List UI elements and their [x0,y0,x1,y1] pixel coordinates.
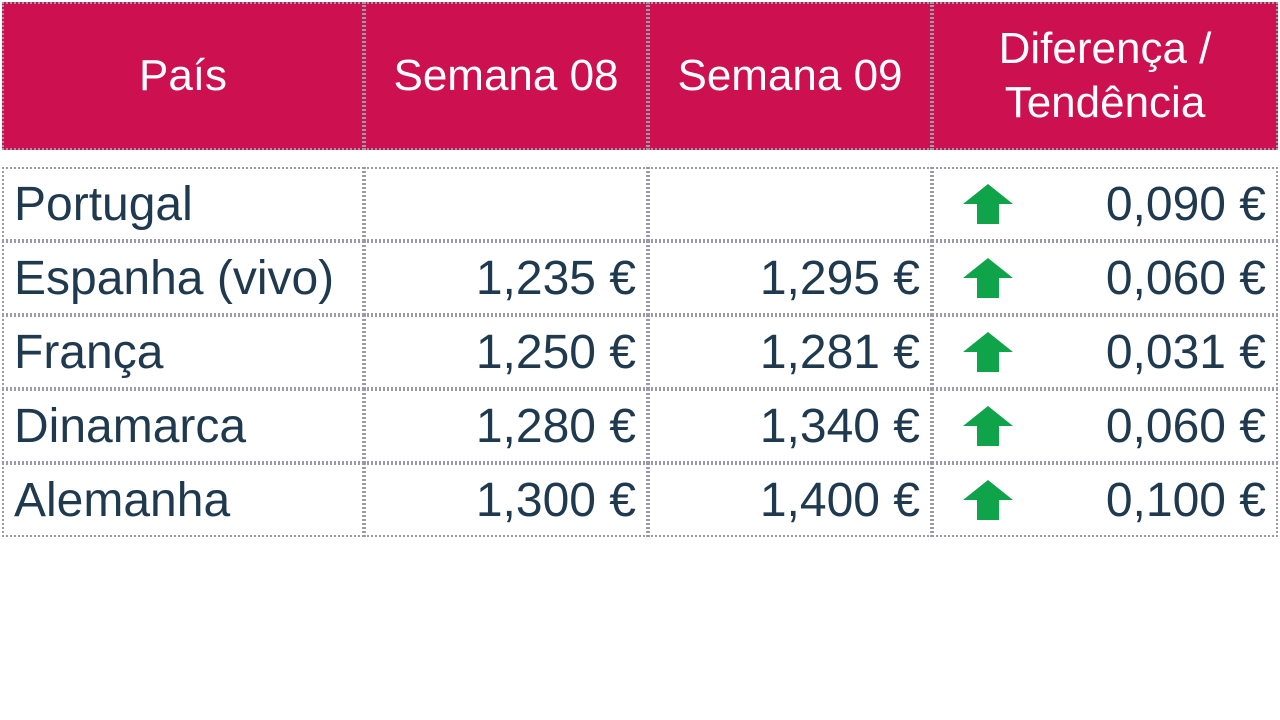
up-arrow-icon [962,331,1014,373]
price-table: Portugal 0,090 € Espanha (vivo) 1,235 €1,29… [2,167,1278,537]
week-08-price-cell: 1,235 € [364,241,648,315]
header-row: País Semana 08 Semana 09 Diferença / Ten… [2,2,1278,150]
country-cell: Portugal [2,167,364,241]
difference-content: 0,100 € [944,473,1266,528]
difference-content: 0,090 € [944,177,1266,232]
up-arrow-icon [962,183,1014,225]
difference-content: 0,060 € [944,399,1266,454]
week-09-price-cell: 1,281 € [648,315,932,389]
country-cell: Dinamarca [2,389,364,463]
week-08-price-cell: 1,250 € [364,315,648,389]
country-cell: Espanha (vivo) [2,241,364,315]
week-08-price-cell: 1,300 € [364,463,648,537]
difference-value: 0,090 € [1105,177,1266,231]
difference-cell: 0,090 € [932,167,1278,241]
up-arrow-icon [962,257,1014,299]
difference-content: 0,060 € [944,251,1266,306]
difference-cell: 0,100 € [932,463,1278,537]
table-row: Portugal 0,090 € [2,167,1278,241]
header-trend-label: Tendência [1004,78,1206,127]
country-cell: França [2,315,364,389]
up-arrow-icon [962,405,1014,447]
difference-value: 0,060 € [1105,251,1266,305]
difference-value: 0,100 € [1105,473,1266,527]
header-week-08: Semana 08 [364,2,648,150]
header-week-09: Semana 09 [648,2,932,150]
difference-cell: 0,031 € [932,315,1278,389]
week-09-price-cell: 1,340 € [648,389,932,463]
week-08-price-cell [364,167,648,241]
week-09-price-cell: 1,400 € [648,463,932,537]
difference-value: 0,031 € [1105,325,1266,379]
header-difference-trend: Diferença / Tendência [932,2,1278,150]
header-difference-label: Diferença / [998,24,1212,73]
week-09-price-cell: 1,295 € [648,241,932,315]
difference-content: 0,031 € [944,325,1266,380]
up-arrow-icon [962,479,1014,521]
week-08-price-cell: 1,280 € [364,389,648,463]
difference-cell: 0,060 € [932,241,1278,315]
header-country: País [2,2,364,150]
table-row: Alemanha 1,300 €1,400 € 0,100 € [2,463,1278,537]
table-row: França 1,250 €1,281 € 0,031 € [2,315,1278,389]
table-row: Espanha (vivo) 1,235 €1,295 € 0,060 € [2,241,1278,315]
difference-cell: 0,060 € [932,389,1278,463]
country-cell: Alemanha [2,463,364,537]
table-row: Dinamarca 1,280 €1,340 € 0,060 € [2,389,1278,463]
difference-value: 0,060 € [1105,399,1266,453]
table-header: País Semana 08 Semana 09 Diferença / Ten… [2,2,1278,150]
week-09-price-cell [648,167,932,241]
